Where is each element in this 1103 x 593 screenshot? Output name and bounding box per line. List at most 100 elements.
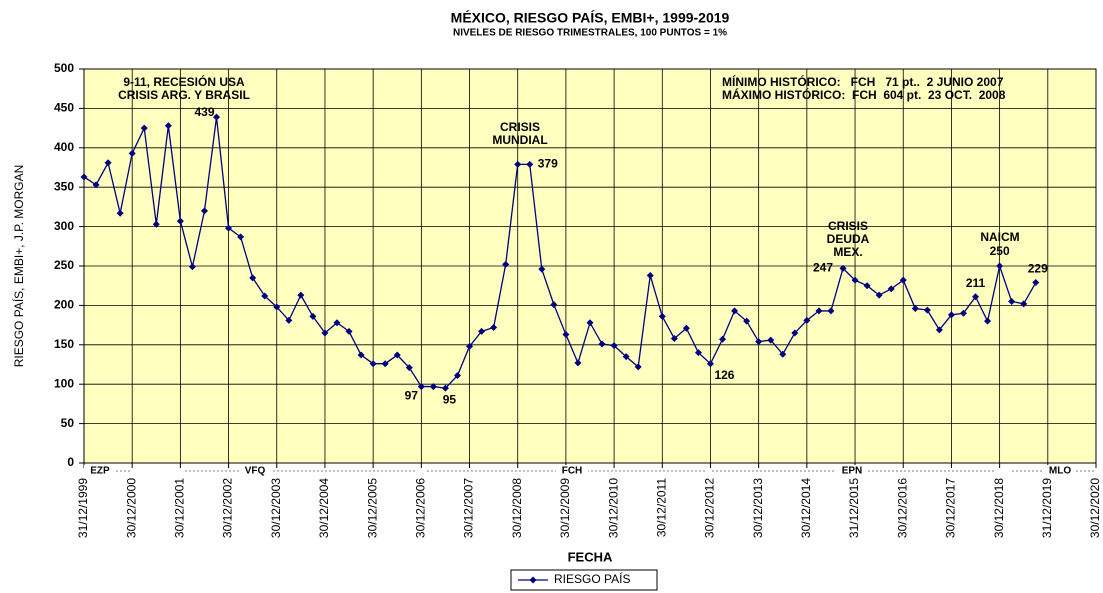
annotation: CRISIS bbox=[500, 120, 540, 134]
data-point bbox=[285, 316, 293, 324]
data-point bbox=[972, 293, 980, 301]
data-point bbox=[297, 291, 305, 299]
data-point bbox=[947, 311, 955, 319]
data-point bbox=[839, 264, 847, 272]
x-tick-label: 31/12/2015 bbox=[847, 478, 861, 538]
data-point bbox=[453, 372, 461, 380]
data-point bbox=[682, 324, 690, 332]
data-point bbox=[598, 340, 606, 348]
data-point bbox=[1008, 297, 1016, 305]
x-tick-label: 30/12/2016 bbox=[895, 478, 909, 538]
y-tick-label: 300 bbox=[54, 219, 74, 233]
data-point bbox=[405, 364, 413, 372]
data-label: 250 bbox=[990, 244, 1010, 258]
annotation: MEX. bbox=[833, 245, 862, 259]
x-tick-label: 30/12/2003 bbox=[269, 478, 283, 538]
annotation: CRISIS bbox=[828, 219, 868, 233]
annotation: DEUDA bbox=[827, 232, 870, 246]
data-point bbox=[887, 285, 895, 293]
x-tick-label: 30/12/2014 bbox=[799, 478, 813, 538]
period-bg bbox=[556, 465, 588, 477]
data-point bbox=[200, 207, 208, 215]
y-tick-label: 250 bbox=[54, 258, 74, 272]
x-axis-label: FECHA bbox=[568, 549, 613, 564]
data-point bbox=[381, 360, 389, 368]
x-tick-label: 30/12/2011 bbox=[654, 478, 668, 537]
data-point bbox=[851, 276, 859, 284]
data-point bbox=[634, 363, 642, 371]
data-point bbox=[803, 316, 811, 324]
legend-marker bbox=[529, 576, 537, 584]
data-point bbox=[610, 342, 618, 350]
y-tick-label: 450 bbox=[54, 101, 74, 115]
data-point bbox=[393, 351, 401, 359]
data-point bbox=[731, 307, 739, 315]
data-point bbox=[670, 334, 678, 342]
x-tick-label: 30/12/2001 bbox=[173, 478, 187, 538]
data-point bbox=[478, 327, 486, 335]
data-point bbox=[176, 217, 184, 225]
legend-label: RIESGO PAÍS bbox=[554, 571, 630, 586]
data-point bbox=[237, 233, 245, 241]
period-bg bbox=[836, 465, 868, 477]
data-point bbox=[333, 319, 341, 327]
x-tick-label: 30/12/2010 bbox=[606, 478, 620, 538]
data-label: 95 bbox=[443, 392, 457, 406]
period-label: VFQ bbox=[245, 466, 266, 477]
data-point bbox=[249, 274, 257, 282]
data-point bbox=[80, 173, 88, 181]
data-label: 126 bbox=[714, 368, 734, 382]
y-axis-label: RIESGO PAÍS, EMBI+, J.P. MORGAN bbox=[11, 165, 26, 368]
annotation: CRISIS ARG. Y BRASIL bbox=[118, 88, 250, 102]
annotation: NAICM bbox=[980, 230, 1019, 244]
x-tick-label: 30/12/2012 bbox=[703, 478, 717, 538]
data-point bbox=[357, 351, 365, 359]
data-point bbox=[538, 265, 546, 273]
data-point bbox=[791, 329, 799, 337]
data-label: 211 bbox=[966, 276, 986, 290]
period-bg bbox=[239, 465, 271, 477]
data-point bbox=[719, 335, 727, 343]
data-point bbox=[188, 263, 196, 271]
y-tick-label: 500 bbox=[54, 61, 74, 75]
data-point bbox=[815, 307, 823, 315]
data-label: 229 bbox=[1028, 262, 1048, 276]
legend bbox=[510, 569, 658, 591]
chart-subtitle: NIVELES DE RIESGO TRIMESTRALES, 100 PUNT… bbox=[453, 28, 727, 39]
data-point bbox=[526, 160, 534, 168]
x-tick-label: 30/12/2013 bbox=[751, 478, 765, 538]
data-point bbox=[863, 282, 871, 290]
y-tick-label: 0 bbox=[67, 455, 74, 469]
data-label: 97 bbox=[405, 389, 419, 403]
data-point bbox=[309, 312, 317, 320]
data-point bbox=[658, 312, 666, 320]
data-point bbox=[514, 160, 522, 168]
x-tick-label: 30/12/2009 bbox=[558, 478, 572, 538]
data-point bbox=[273, 303, 281, 311]
x-tick-label: 31/12/1999 bbox=[76, 478, 90, 538]
data-point bbox=[140, 124, 148, 132]
data-point bbox=[1020, 300, 1028, 308]
y-tick-label: 100 bbox=[54, 376, 74, 390]
data-point bbox=[779, 350, 787, 358]
chart-title: MÉXICO, RIESGO PAÍS, EMBI+, 1999-2019 bbox=[451, 10, 730, 26]
x-tick-label: 30/12/2004 bbox=[317, 478, 331, 538]
data-point bbox=[923, 306, 931, 314]
data-point bbox=[574, 359, 582, 367]
annotation: MUNDIAL bbox=[492, 133, 547, 147]
data-point bbox=[369, 360, 377, 368]
data-label: 379 bbox=[538, 157, 558, 171]
data-point bbox=[321, 329, 329, 337]
data-point bbox=[935, 326, 943, 334]
x-tick-label: 30/12/2007 bbox=[462, 478, 476, 538]
data-point bbox=[152, 220, 160, 228]
period-bg bbox=[84, 465, 116, 477]
x-tick-label: 30/12/2005 bbox=[365, 478, 379, 538]
data-point bbox=[911, 305, 919, 313]
data-point bbox=[622, 353, 630, 361]
annotation: MÁXIMO HISTÓRICO: FCH 604 pt. 23 OCT. 20… bbox=[722, 87, 1006, 102]
y-tick-label: 200 bbox=[54, 298, 74, 312]
data-point bbox=[164, 122, 172, 130]
data-point bbox=[502, 260, 510, 268]
data-point bbox=[550, 301, 558, 309]
